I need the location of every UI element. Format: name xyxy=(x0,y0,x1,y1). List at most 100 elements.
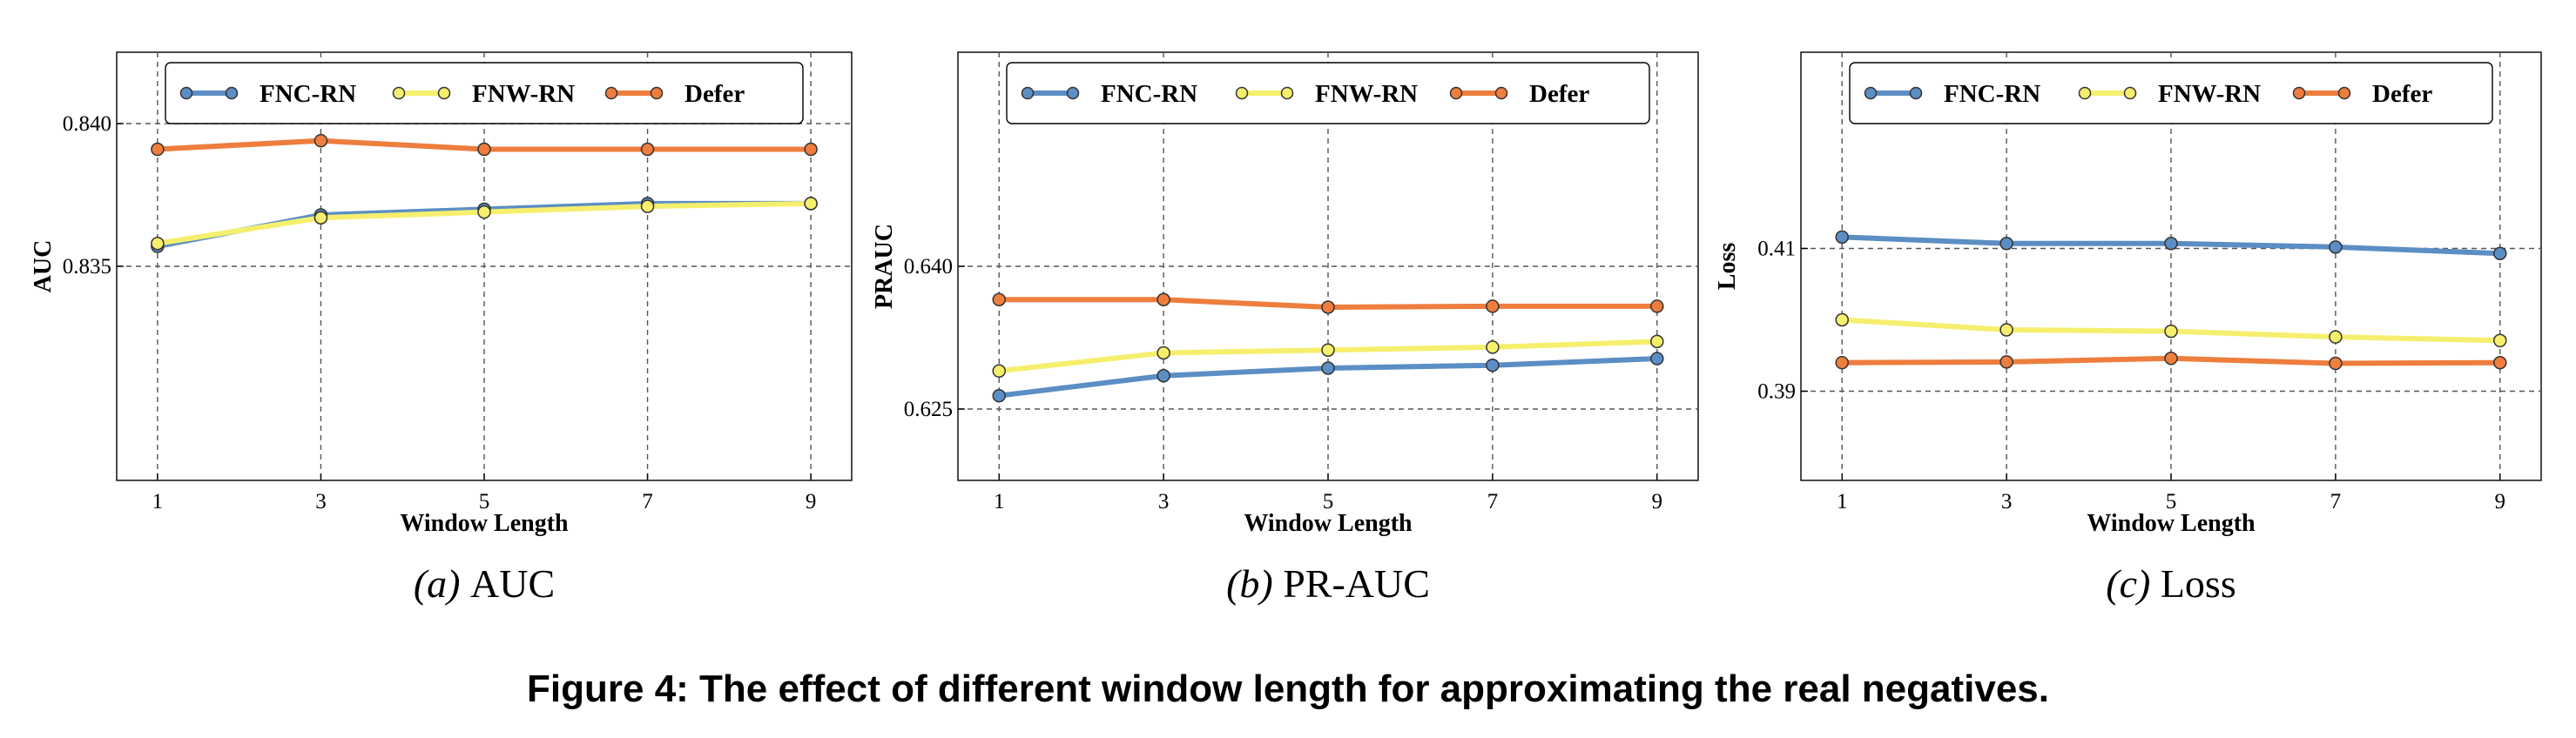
legend-label: FNW-RN xyxy=(2158,80,2261,108)
legend-marker xyxy=(2292,86,2306,100)
y-tick-label: 0.835 xyxy=(63,255,111,278)
data-point xyxy=(804,142,818,157)
x-tick-label: 3 xyxy=(1158,490,1170,513)
x-tick-label: 1 xyxy=(1837,490,1848,513)
x-axis-label: Window Length xyxy=(2087,510,2256,537)
data-point xyxy=(640,199,655,213)
x-axis-label: Window Length xyxy=(1244,510,1413,537)
data-point xyxy=(2329,330,2343,344)
figure-caption: Figure 4: The effect of different window… xyxy=(527,668,2049,710)
data-point xyxy=(2493,333,2507,348)
x-tick-label: 7 xyxy=(1487,490,1499,513)
x-tick-label: 9 xyxy=(2495,490,2506,513)
chart-panel: 1 3 5 7 9 0.39 0.41 Window Length Loss FNC-RN FNW-… xyxy=(1714,51,2542,606)
y-axis-label: Loss xyxy=(1714,243,1741,291)
legend-box xyxy=(165,62,804,124)
subplot-caption-text: PR-AUC xyxy=(1283,561,1430,606)
legend-marker xyxy=(392,86,406,100)
data-point xyxy=(2329,240,2343,254)
legend-label: Defer xyxy=(2372,80,2432,108)
legend-marker xyxy=(1909,86,1923,100)
x-tick-label: 1 xyxy=(152,490,164,513)
legend-label: Defer xyxy=(684,80,745,108)
data-point xyxy=(992,364,1006,379)
data-point xyxy=(2164,324,2178,339)
legend-label: FNW-RN xyxy=(1315,80,1418,108)
legend-marker xyxy=(225,86,239,100)
data-point xyxy=(1999,237,2013,251)
subplot-caption: (a) AUC xyxy=(414,561,555,606)
x-tick-label: 3 xyxy=(2001,490,2013,513)
legend-marker xyxy=(1235,86,1249,100)
subplot-caption-text: Loss xyxy=(2161,561,2236,606)
legend-marker xyxy=(650,86,664,100)
y-tick-label: 0.39 xyxy=(1757,380,1796,404)
data-point xyxy=(151,142,165,157)
x-tick-label: 9 xyxy=(806,490,817,513)
subplot-caption-label: (c) xyxy=(2106,561,2161,606)
legend-box xyxy=(1006,62,1650,124)
legend-marker xyxy=(1021,86,1035,100)
data-point xyxy=(1650,299,1664,313)
data-point xyxy=(1157,346,1170,360)
data-point xyxy=(1157,292,1170,307)
data-point xyxy=(1321,300,1335,314)
subplot-caption: (b) PR-AUC xyxy=(1226,561,1430,606)
data-point xyxy=(1999,355,2013,369)
data-point xyxy=(1486,358,1500,372)
legend-label: FNW-RN xyxy=(472,80,575,108)
data-point xyxy=(2164,237,2178,251)
data-point xyxy=(314,211,328,225)
legend-marker xyxy=(179,86,193,100)
data-point xyxy=(1650,352,1664,366)
x-tick-label: 5 xyxy=(1323,490,1334,513)
legend-label: Defer xyxy=(1529,80,1589,108)
x-tick-label: 3 xyxy=(315,490,327,513)
data-point xyxy=(640,142,655,157)
legend-marker xyxy=(1449,86,1463,100)
y-tick-label: 0.640 xyxy=(904,255,953,278)
data-point xyxy=(314,133,328,148)
legend-marker xyxy=(2337,86,2351,100)
legend-marker xyxy=(604,86,618,100)
x-tick-label: 5 xyxy=(479,490,490,513)
x-tick-label: 9 xyxy=(1652,490,1663,513)
data-point xyxy=(992,292,1006,307)
data-point xyxy=(2164,352,2178,366)
y-tick-label: 0.41 xyxy=(1757,238,1796,261)
y-tick-label: 0.625 xyxy=(904,398,953,421)
legend-label: FNC-RN xyxy=(1944,80,2040,108)
data-point xyxy=(477,142,491,157)
legend-marker xyxy=(1066,86,1080,100)
legend-label: FNC-RN xyxy=(260,80,356,108)
data-point xyxy=(1486,299,1500,313)
legend-marker xyxy=(2078,86,2092,100)
subplot-caption-label: (a) xyxy=(414,561,470,606)
data-point xyxy=(1835,230,1849,245)
data-point xyxy=(1999,323,2013,337)
data-point xyxy=(1835,312,1849,327)
legend-marker xyxy=(1280,86,1294,100)
data-point xyxy=(1321,343,1335,357)
chart-panel: 1 3 5 7 9 0.625 0.640 Window Length PRAUC FNC-RN F… xyxy=(871,51,1699,606)
subplot-caption-label: (b) xyxy=(1226,561,1283,606)
data-point xyxy=(2493,355,2507,370)
x-tick-label: 5 xyxy=(2166,490,2177,513)
data-point xyxy=(151,237,165,251)
data-point xyxy=(2493,246,2507,260)
data-point xyxy=(2329,356,2343,371)
legend-label: FNC-RN xyxy=(1101,80,1197,108)
data-point xyxy=(1321,361,1335,375)
data-point xyxy=(1486,340,1500,354)
legend-marker xyxy=(437,86,451,100)
x-tick-label: 7 xyxy=(642,490,653,513)
x-tick-label: 7 xyxy=(2330,490,2342,513)
subplot-caption: (c) Loss xyxy=(2106,561,2235,606)
legend-marker xyxy=(1494,86,1508,100)
legend-box xyxy=(1849,62,2493,124)
x-tick-label: 1 xyxy=(994,490,1005,513)
chart-panel: 1 3 5 7 9 0.835 0.840 Window Length AUC FNC-RN FNW… xyxy=(30,51,853,606)
data-point xyxy=(1157,368,1170,383)
y-axis-label: PRAUC xyxy=(871,224,898,309)
